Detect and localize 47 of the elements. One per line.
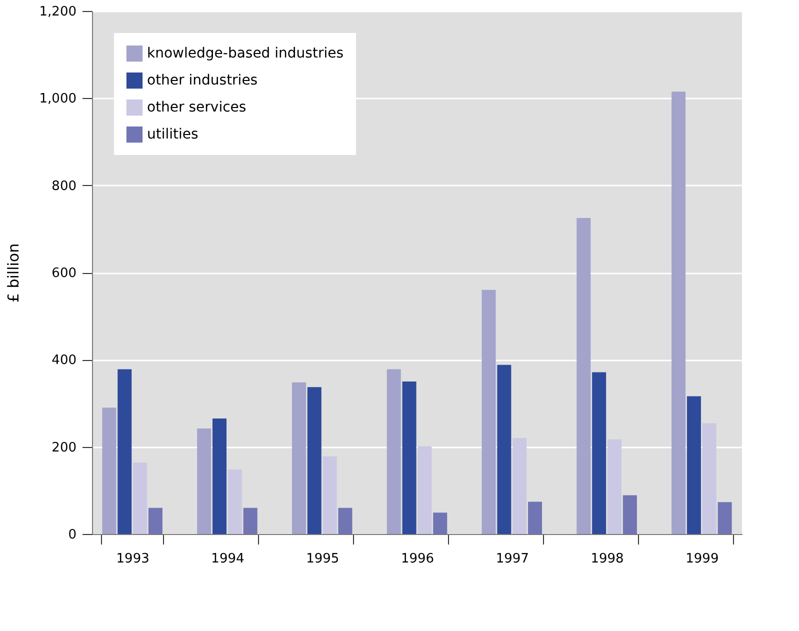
y-axis-title: £ billion: [4, 243, 22, 303]
y-tick-label: 1,200: [39, 4, 76, 20]
bar: [133, 462, 148, 534]
bar: [402, 381, 416, 534]
bar: [482, 290, 496, 534]
bar: [292, 382, 306, 534]
bar: [512, 438, 527, 534]
bar: [386, 369, 401, 534]
bar: [672, 92, 686, 534]
x-tick-label: 1998: [590, 552, 624, 566]
x-tick-label: 1996: [400, 552, 434, 566]
y-tick-label: 400: [52, 353, 76, 368]
bar: [102, 408, 116, 534]
bar: [592, 372, 606, 534]
bar: [307, 387, 322, 534]
bar: [497, 364, 512, 534]
x-tick-label: 1999: [686, 552, 719, 566]
legend-label: other industries: [147, 72, 258, 88]
bar: [118, 369, 132, 534]
x-tick-label: 1994: [211, 552, 244, 566]
bar: [718, 502, 732, 534]
x-tick-label: 1993: [116, 552, 150, 566]
bar: [528, 502, 542, 534]
y-tick-label: 800: [52, 178, 76, 194]
bar: [607, 439, 622, 534]
bar: [197, 428, 212, 534]
bar: [686, 396, 701, 534]
y-tick-label: 600: [52, 266, 76, 281]
bar: [576, 218, 591, 534]
legend-label: knowledge-based industries: [147, 46, 344, 62]
legend-label: utilities: [147, 126, 198, 142]
bar: [622, 495, 637, 534]
bar: [322, 456, 337, 534]
y-tick-label: 1,000: [39, 92, 76, 107]
bar: [338, 508, 352, 534]
y-tick-label: 0: [68, 528, 76, 542]
bar: [243, 508, 258, 534]
bar: [418, 446, 432, 534]
bar: [702, 423, 716, 534]
bar: [228, 469, 242, 534]
bar: [212, 418, 227, 534]
legend-label: other services: [147, 100, 246, 116]
bar: [148, 508, 162, 534]
x-tick-label: 1997: [496, 552, 529, 566]
y-tick-label: 200: [52, 440, 76, 456]
x-tick-label: 1995: [306, 552, 340, 566]
bar: [433, 512, 448, 534]
